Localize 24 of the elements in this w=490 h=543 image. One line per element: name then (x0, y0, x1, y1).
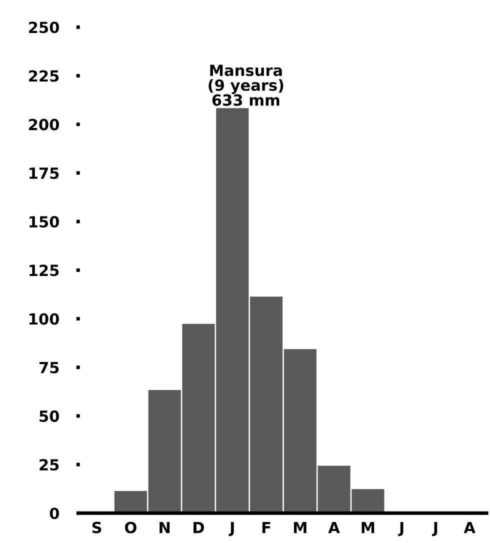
x-tick-label: D (194, 522, 204, 534)
y-tick-label: 225 (29, 70, 59, 82)
y-tick-label: 250 (29, 22, 59, 34)
x-tick-label: J (398, 522, 404, 536)
text: Mansura (9 years) 633 mm (208, 64, 284, 106)
x-tick-label: O (124, 522, 136, 534)
y-tick-label: 200 (29, 118, 59, 130)
x-tick-label: J (228, 522, 234, 536)
y-tick-label: 75 (39, 362, 59, 374)
y-tick-label: 150 (30, 216, 59, 228)
x-tick-label: F (262, 522, 270, 534)
y-tick-label: 25 (40, 459, 59, 471)
y-tick-label: 50 (40, 410, 59, 422)
y-tick-label: 0 (50, 508, 59, 520)
y-tick-label: 175 (30, 168, 59, 179)
x-tick-label: A (464, 522, 476, 534)
x-tick-label: M (362, 522, 374, 534)
y-tick-label: 125 (30, 264, 59, 276)
y-tick-label: 100 (30, 313, 59, 325)
x-tick-label: A (328, 522, 340, 534)
x-tick-label: S (92, 522, 102, 534)
x-tick-label: J (432, 522, 438, 536)
x-tick-label: M (294, 522, 306, 534)
x-tick-label: N (160, 522, 170, 534)
